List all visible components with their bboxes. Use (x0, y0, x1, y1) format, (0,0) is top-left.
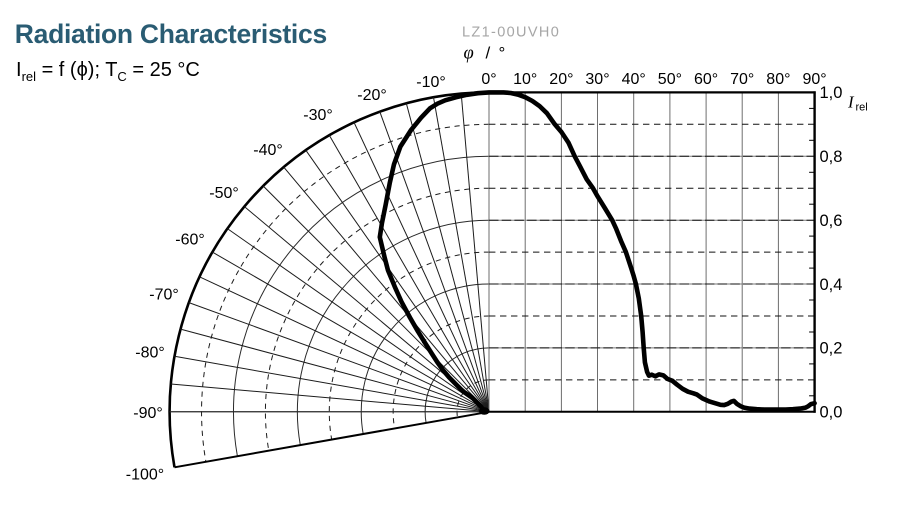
svg-text:0,0: 0,0 (820, 404, 843, 422)
svg-text:80°: 80° (766, 71, 790, 88)
svg-text:-60°: -60° (175, 232, 205, 249)
svg-text:rel: rel (856, 102, 868, 114)
svg-text:-40°: -40° (253, 142, 283, 159)
svg-text:1,0: 1,0 (820, 84, 843, 102)
svg-text:-10°: -10° (416, 74, 446, 91)
svg-text:60°: 60° (694, 71, 718, 88)
svg-text:20°: 20° (549, 71, 573, 88)
svg-text:-80°: -80° (135, 345, 165, 362)
svg-text:90°: 90° (802, 71, 826, 88)
svg-text:40°: 40° (622, 71, 646, 88)
svg-text:-20°: -20° (357, 87, 387, 104)
svg-text:Irel = f (ϕ); TC = 25 °C: Irel = f (ϕ); TC = 25 °C (16, 59, 200, 84)
svg-text:0,4: 0,4 (820, 276, 843, 294)
svg-text:50°: 50° (658, 71, 682, 88)
svg-text:0,2: 0,2 (820, 340, 843, 358)
svg-text:30°: 30° (585, 71, 609, 88)
svg-text:-30°: -30° (303, 107, 333, 124)
svg-text:I: I (847, 93, 855, 112)
svg-text:0,8: 0,8 (820, 148, 843, 166)
svg-text:φ/°: φ / ° (464, 44, 506, 64)
svg-text:-100°: -100° (126, 467, 164, 484)
svg-text:0,6: 0,6 (820, 212, 843, 230)
svg-text:0°: 0° (481, 71, 496, 88)
svg-text:-90°: -90° (133, 405, 163, 422)
svg-text:70°: 70° (730, 71, 754, 88)
svg-text:LZ1-00UVH0: LZ1-00UVH0 (462, 25, 560, 41)
svg-text:10°: 10° (513, 71, 537, 88)
svg-text:-50°: -50° (209, 185, 239, 202)
svg-text:Radiation Characteristics: Radiation Characteristics (15, 19, 327, 49)
svg-text:-70°: -70° (149, 287, 179, 304)
